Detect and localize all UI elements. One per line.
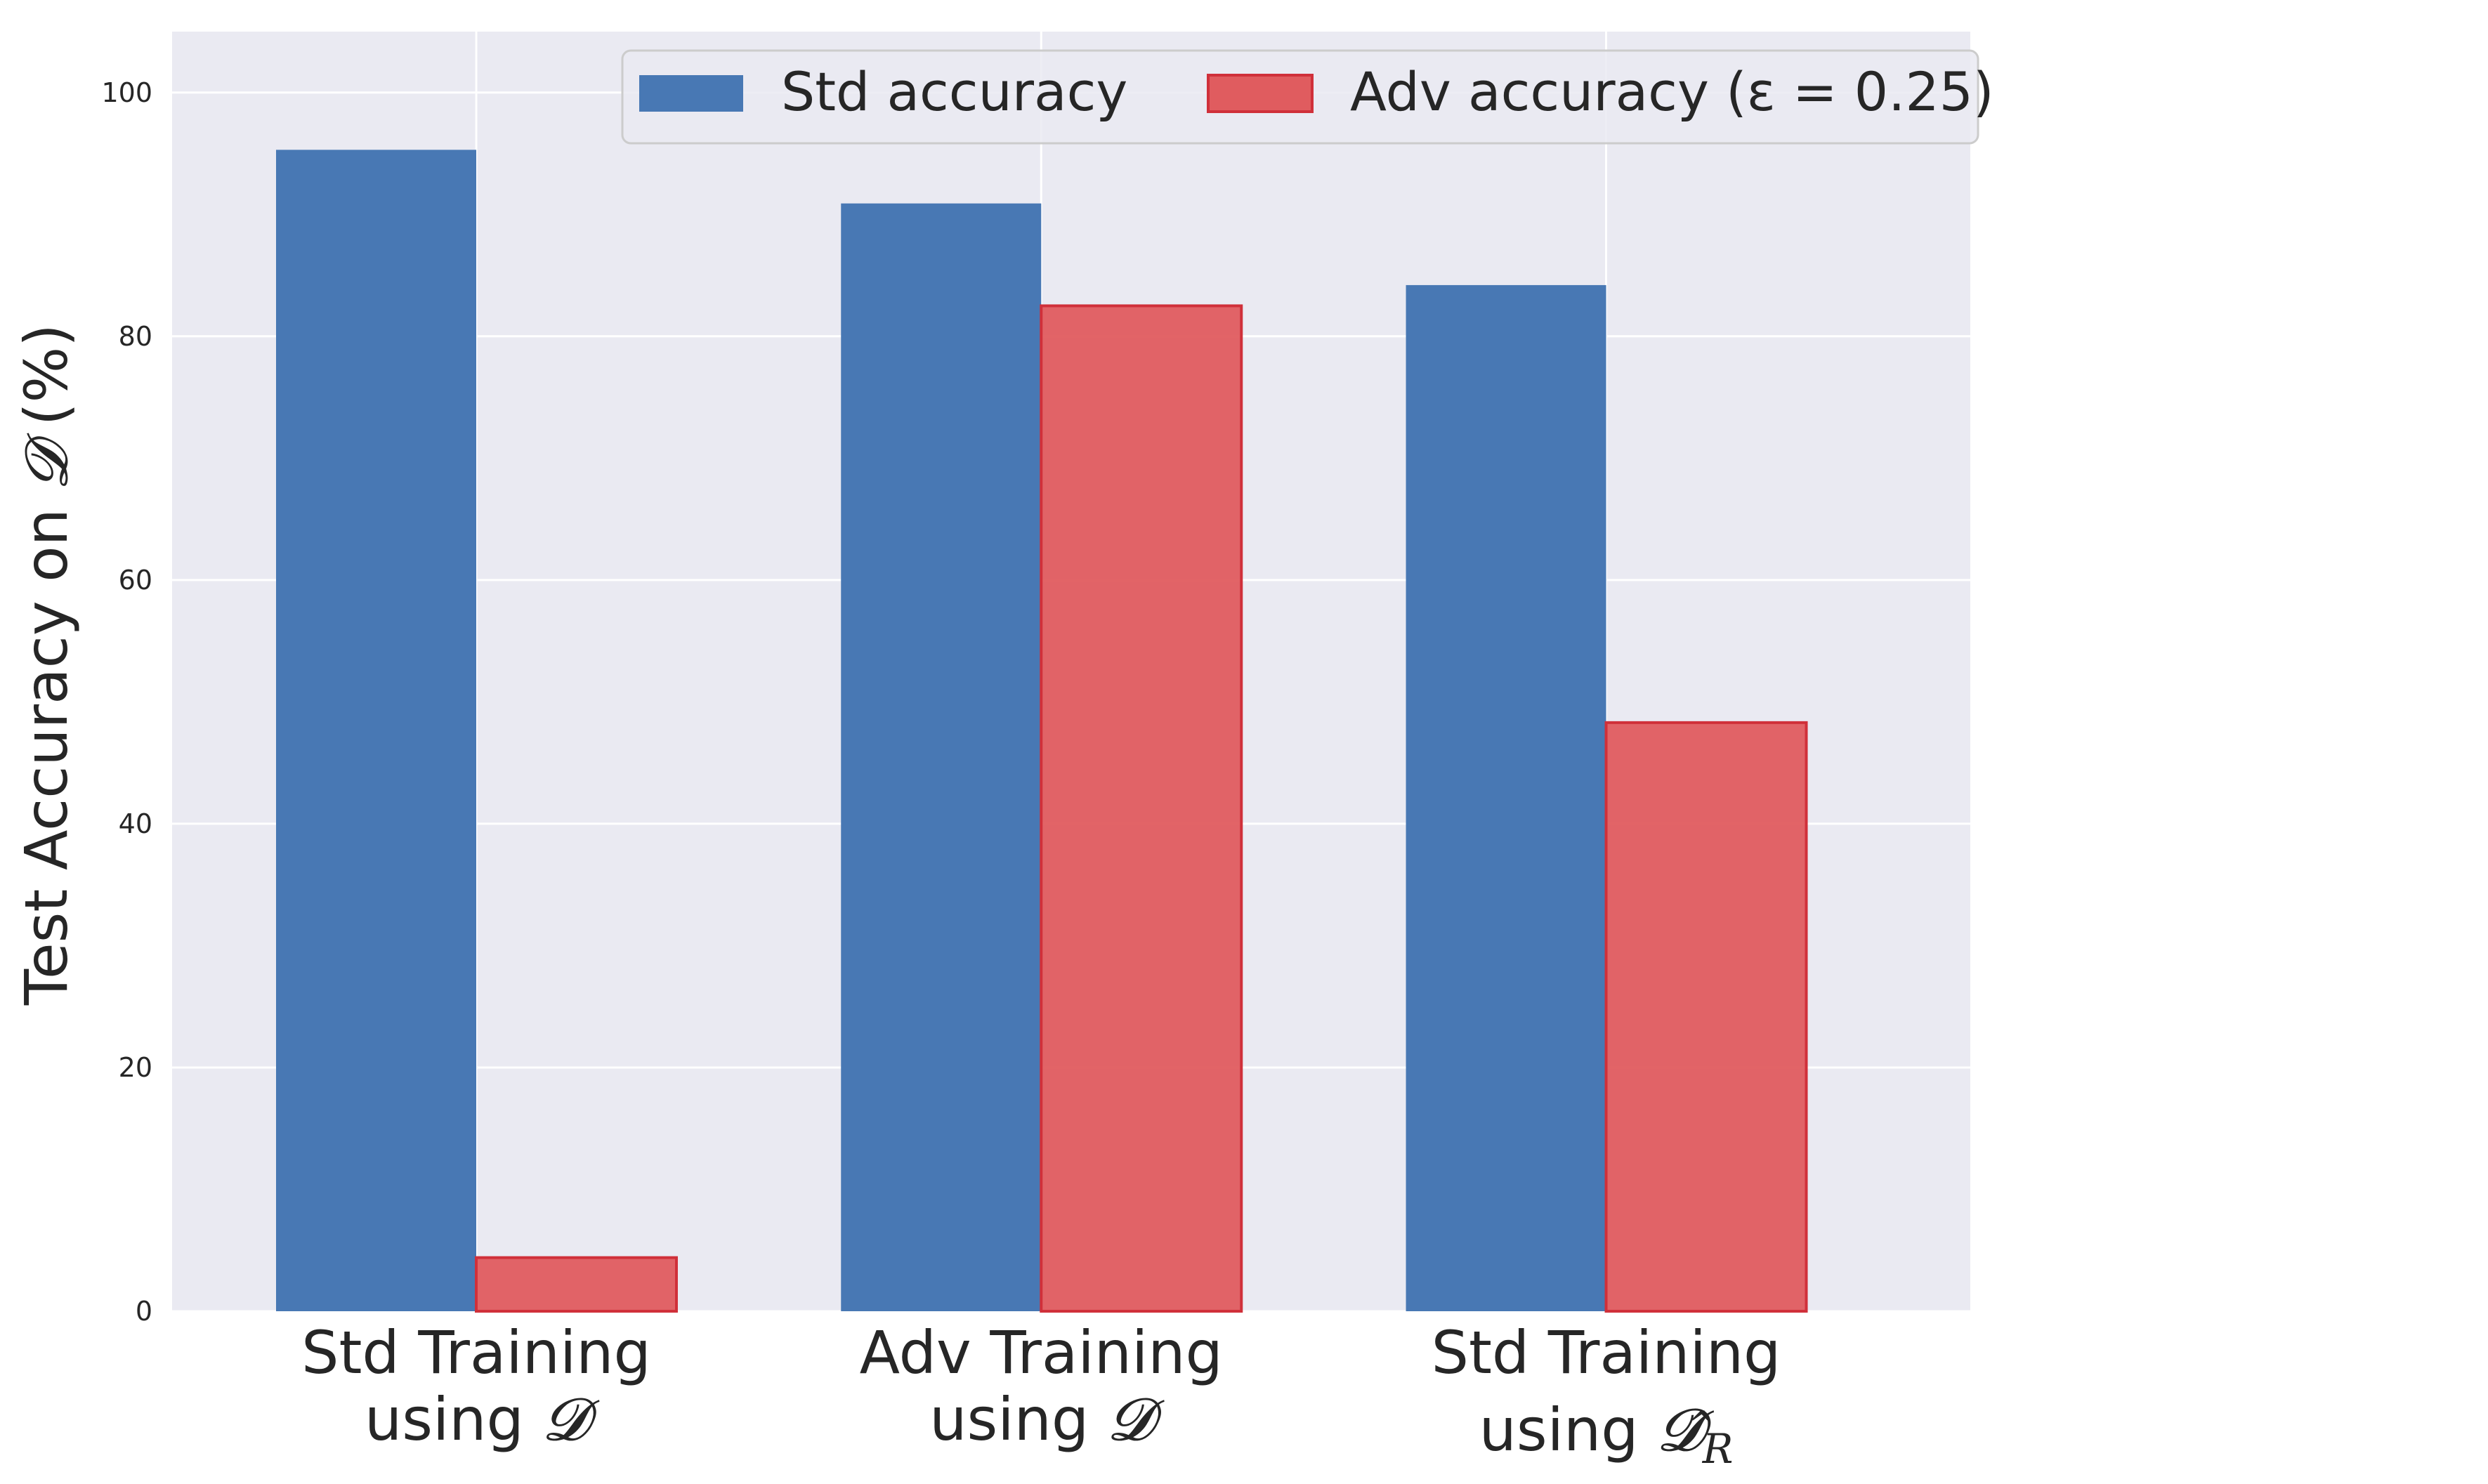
bar-std-accuracy [1406, 284, 1606, 1311]
x-category-label-line1: Std Training [301, 1318, 651, 1387]
legend-label-std-accuracy: Std accuracy [781, 60, 1127, 123]
legend-swatch-std-accuracy [639, 75, 743, 112]
bar-adv-accuracy [1040, 304, 1243, 1313]
legend-swatch-adv-accuracy [1207, 74, 1314, 113]
x-category-label-line2: using 𝓓 [365, 1385, 600, 1454]
legend: Std accuracy Adv accuracy (ε = 0.25) [621, 49, 1994, 145]
x-category-label-line1: Adv Training [860, 1318, 1223, 1387]
y-tick-label: 80 [119, 321, 152, 352]
y-axis-label: Test Accuracy on 𝓓 (%) [12, 324, 81, 1006]
y-tick-label: 0 [136, 1296, 152, 1327]
bars [276, 150, 1808, 1313]
y-tick-labels: 0 20 40 60 80 100 [101, 77, 152, 1327]
bar-std-accuracy [276, 150, 476, 1311]
y-tick-label: 100 [101, 77, 152, 108]
y-tick-label: 20 [119, 1052, 152, 1083]
bar-adv-accuracy [475, 1256, 678, 1313]
y-axis-label-group: Test Accuracy on 𝓓 (%) [12, 324, 81, 1006]
x-category-label-line1: Std Training [1432, 1318, 1781, 1387]
legend-label-adv-accuracy: Adv accuracy (ε = 0.25) [1350, 60, 1994, 123]
y-tick-label: 40 [119, 808, 152, 839]
bar-adv-accuracy [1604, 721, 1808, 1313]
bar-std-accuracy [841, 203, 1042, 1311]
x-category-label-line2: using 𝓓̂R [1479, 1396, 1734, 1473]
y-tick-label: 60 [119, 565, 152, 596]
x-category-label-line2: using 𝓓 [929, 1385, 1165, 1454]
